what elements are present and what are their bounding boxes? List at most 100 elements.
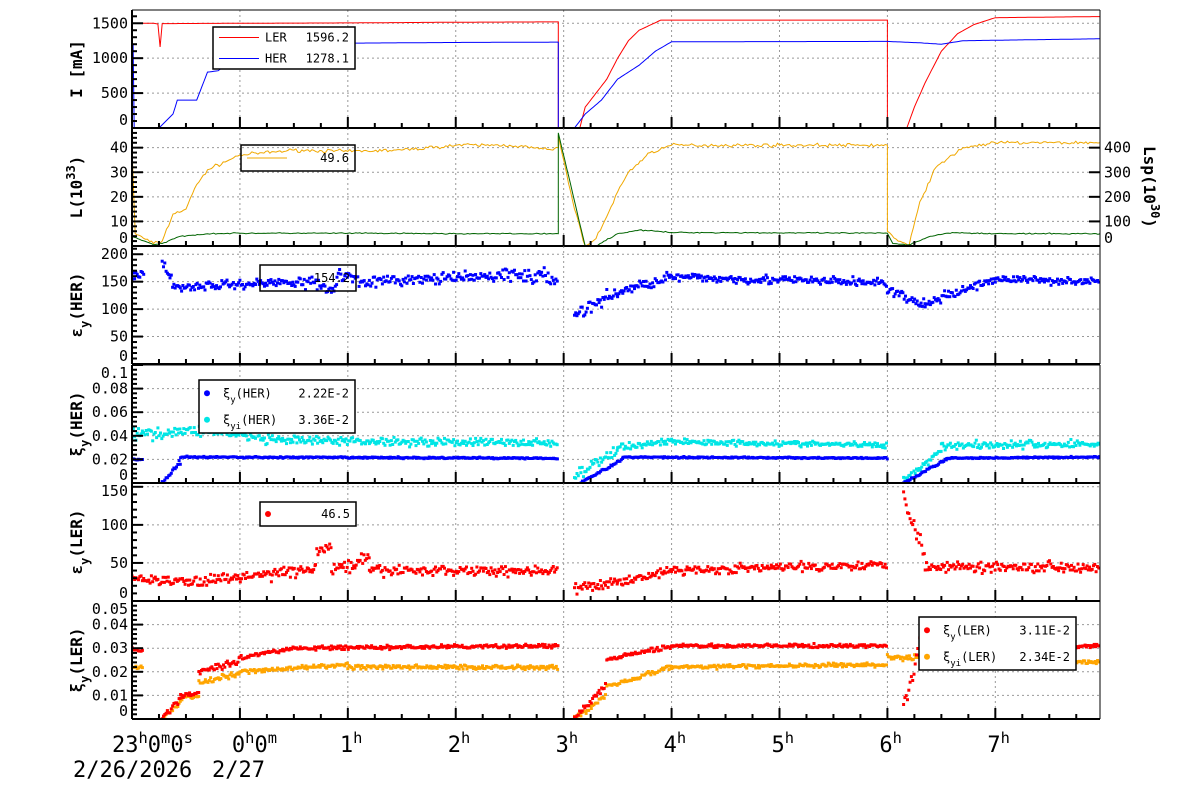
data-point <box>754 440 758 444</box>
data-point <box>274 440 278 444</box>
data-point <box>227 662 231 666</box>
data-point <box>928 568 932 571</box>
data-point <box>471 569 475 573</box>
data-point <box>276 281 279 285</box>
data-point <box>692 274 696 278</box>
data-point <box>952 563 956 567</box>
data-point <box>626 446 630 450</box>
data-point <box>806 444 809 448</box>
data-point <box>514 665 518 669</box>
data-point <box>545 570 549 573</box>
data-point <box>481 664 484 668</box>
data-point <box>727 572 731 576</box>
data-point <box>919 301 923 305</box>
data-point <box>441 271 445 275</box>
data-point <box>945 295 949 299</box>
data-point <box>596 691 600 695</box>
data-point <box>212 433 216 436</box>
data-point <box>464 664 468 668</box>
data-point <box>315 288 319 292</box>
data-point <box>369 284 373 288</box>
data-point <box>864 664 868 668</box>
data-point <box>850 281 854 285</box>
data-point <box>655 571 658 575</box>
data-point <box>888 655 892 659</box>
data-point <box>707 569 711 573</box>
data-point <box>742 565 746 569</box>
data-point <box>926 302 930 306</box>
data-point <box>860 282 864 286</box>
data-point <box>747 281 751 284</box>
data-point <box>359 667 363 671</box>
data-point <box>314 278 318 282</box>
data-point <box>615 582 619 586</box>
data-point <box>248 432 252 436</box>
data-point <box>881 446 885 450</box>
data-point <box>350 567 354 570</box>
data-point <box>527 268 531 272</box>
data-point <box>197 286 200 290</box>
data-point <box>373 275 377 279</box>
data-point <box>961 285 965 288</box>
data-point <box>1051 565 1055 568</box>
legend-label-sub: y <box>230 395 236 405</box>
data-point <box>799 559 803 563</box>
data-point <box>634 577 638 581</box>
data-point <box>929 458 933 462</box>
data-point <box>326 547 330 551</box>
data-point <box>392 435 396 439</box>
data-point <box>320 644 324 648</box>
data-point <box>642 280 645 283</box>
data-point <box>489 566 493 570</box>
data-point <box>745 666 749 670</box>
data-point <box>1081 563 1085 567</box>
data-point <box>515 273 519 277</box>
data-point <box>837 281 841 285</box>
data-point <box>648 649 652 653</box>
data-point <box>209 676 213 680</box>
data-point <box>162 580 166 584</box>
data-point <box>705 568 708 572</box>
data-point <box>797 441 800 444</box>
data-point <box>222 663 225 667</box>
data-point <box>401 571 405 574</box>
data-point <box>1038 564 1042 568</box>
data-point <box>331 663 335 667</box>
data-point <box>746 569 750 573</box>
data-point <box>915 656 919 659</box>
data-point <box>404 276 408 280</box>
data-point <box>710 277 714 280</box>
data-point <box>268 281 272 285</box>
data-point <box>344 272 348 276</box>
data-point <box>825 643 829 647</box>
data-point <box>153 431 157 434</box>
y-axis-label-rest: (LER) <box>67 627 86 675</box>
data-point <box>776 280 780 284</box>
data-point <box>274 572 278 576</box>
data-point <box>182 580 186 583</box>
data-point <box>229 671 233 675</box>
data-point <box>246 669 250 673</box>
y-axis-label: εy(HER) <box>67 272 92 337</box>
data-point <box>1057 569 1061 573</box>
legend-value: 2.34E-2 <box>1019 650 1070 664</box>
data-point <box>411 282 415 285</box>
data-point <box>857 277 861 281</box>
y-tick-label: 0.04 <box>92 427 128 445</box>
data-point <box>156 577 160 581</box>
data-point <box>913 662 917 666</box>
data-point <box>653 574 657 578</box>
data-point <box>406 643 410 647</box>
data-point <box>484 437 488 441</box>
data-point <box>325 666 329 670</box>
data-point <box>409 442 413 446</box>
data-point <box>344 570 348 573</box>
data-point <box>768 665 772 668</box>
data-point <box>865 661 869 665</box>
data-point <box>550 439 554 443</box>
data-point <box>587 581 591 585</box>
data-point <box>400 284 404 288</box>
data-point <box>1019 279 1023 283</box>
data-point <box>331 286 335 290</box>
